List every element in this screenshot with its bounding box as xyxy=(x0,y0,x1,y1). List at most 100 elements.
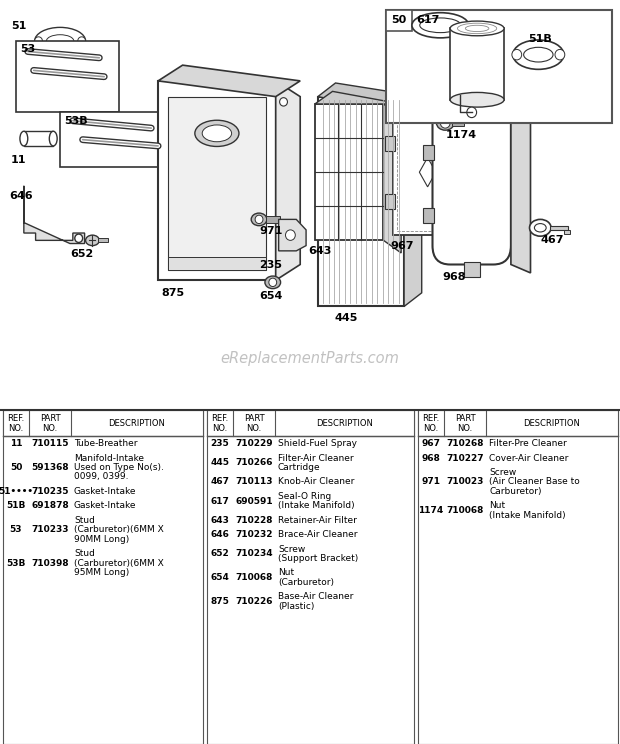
Polygon shape xyxy=(276,81,300,280)
Circle shape xyxy=(35,36,42,45)
Text: 50: 50 xyxy=(10,463,22,472)
Circle shape xyxy=(75,234,82,243)
Text: Knob-Air Cleaner: Knob-Air Cleaner xyxy=(278,478,355,487)
Text: 710268: 710268 xyxy=(446,439,484,448)
Circle shape xyxy=(280,97,288,106)
Text: REF.
NO.: REF. NO. xyxy=(211,414,229,433)
Ellipse shape xyxy=(436,115,454,130)
Text: 445: 445 xyxy=(211,458,229,467)
Bar xyxy=(397,113,458,231)
Ellipse shape xyxy=(251,213,267,225)
Text: Carburetor): Carburetor) xyxy=(489,487,541,496)
Text: 1174: 1174 xyxy=(418,506,444,515)
Bar xyxy=(318,97,404,307)
Text: Used on Type No(s).: Used on Type No(s). xyxy=(74,463,164,472)
Text: 691878: 691878 xyxy=(31,501,69,510)
Text: 53B: 53B xyxy=(64,116,87,126)
Bar xyxy=(464,263,479,277)
Text: Cartridge: Cartridge xyxy=(278,463,321,472)
Bar xyxy=(315,104,384,240)
Circle shape xyxy=(78,36,86,45)
Ellipse shape xyxy=(86,235,99,246)
Text: DESCRIPTION: DESCRIPTION xyxy=(523,419,580,428)
Circle shape xyxy=(467,107,477,118)
Bar xyxy=(450,28,504,100)
Text: 710115: 710115 xyxy=(31,439,69,448)
Bar xyxy=(423,208,435,222)
Text: 591368: 591368 xyxy=(31,463,69,472)
Text: 617: 617 xyxy=(416,15,439,25)
Text: 710398: 710398 xyxy=(31,559,69,568)
Text: Cover-Air Cleaner: Cover-Air Cleaner xyxy=(489,454,569,463)
Polygon shape xyxy=(158,65,300,97)
Text: 875: 875 xyxy=(211,597,229,606)
Bar xyxy=(564,230,570,234)
Text: 654: 654 xyxy=(259,291,283,301)
Polygon shape xyxy=(511,92,531,273)
Text: (Intake Manifold): (Intake Manifold) xyxy=(489,510,565,520)
Text: 710235: 710235 xyxy=(31,487,69,496)
Bar xyxy=(386,10,412,31)
Ellipse shape xyxy=(265,276,281,289)
Bar xyxy=(207,411,414,436)
Text: Gasket-Intake: Gasket-Intake xyxy=(74,487,136,496)
Text: 710228: 710228 xyxy=(235,516,273,525)
Text: Stud: Stud xyxy=(74,549,95,558)
Bar xyxy=(99,238,108,243)
Circle shape xyxy=(285,230,295,240)
Text: 710266: 710266 xyxy=(235,458,273,467)
Text: 971: 971 xyxy=(422,478,440,487)
Circle shape xyxy=(555,49,565,60)
Bar xyxy=(3,411,203,436)
Bar xyxy=(393,109,462,235)
Text: (Carburetor)(6MM X: (Carburetor)(6MM X xyxy=(74,559,164,568)
Text: 50: 50 xyxy=(392,15,407,25)
Ellipse shape xyxy=(412,13,469,38)
Text: Shield-Fuel Spray: Shield-Fuel Spray xyxy=(278,439,357,448)
Ellipse shape xyxy=(450,92,504,107)
Text: 654: 654 xyxy=(211,573,229,583)
Text: 51B: 51B xyxy=(528,34,552,44)
Text: 710234: 710234 xyxy=(235,549,273,558)
Text: 0099, 0399.: 0099, 0399. xyxy=(74,472,128,481)
Text: Screw: Screw xyxy=(278,545,305,554)
Text: 643: 643 xyxy=(308,246,332,256)
Text: 968: 968 xyxy=(442,272,466,282)
Bar xyxy=(418,411,618,744)
Text: 235: 235 xyxy=(259,260,282,269)
Text: 235: 235 xyxy=(211,439,229,448)
Ellipse shape xyxy=(433,79,531,100)
Text: 710232: 710232 xyxy=(235,530,273,539)
Bar xyxy=(418,411,618,436)
Text: Filter-Pre Cleaner: Filter-Pre Cleaner xyxy=(489,439,567,448)
Text: 710068: 710068 xyxy=(236,573,273,583)
Bar xyxy=(168,97,266,270)
Text: Nut: Nut xyxy=(489,501,505,510)
Text: 710068: 710068 xyxy=(446,506,484,515)
Polygon shape xyxy=(404,97,422,307)
Text: REF.
NO.: REF. NO. xyxy=(422,414,440,433)
Ellipse shape xyxy=(450,21,504,36)
Text: REF.
NO.: REF. NO. xyxy=(7,414,25,433)
Text: 971: 971 xyxy=(259,226,283,236)
Text: 53: 53 xyxy=(10,525,22,534)
Text: 646: 646 xyxy=(211,530,229,539)
Polygon shape xyxy=(384,104,401,253)
Bar xyxy=(386,194,396,209)
Ellipse shape xyxy=(50,131,57,146)
Ellipse shape xyxy=(35,28,86,54)
Polygon shape xyxy=(24,186,84,243)
Text: 710226: 710226 xyxy=(235,597,273,606)
Text: 1174: 1174 xyxy=(445,130,476,141)
Text: Nut: Nut xyxy=(278,568,294,577)
Text: Tube-Breather: Tube-Breather xyxy=(74,439,138,448)
Text: 467: 467 xyxy=(540,235,564,246)
Ellipse shape xyxy=(529,219,551,236)
Text: PART
NO.: PART NO. xyxy=(40,414,60,433)
Text: (Plastic): (Plastic) xyxy=(278,602,314,611)
Bar xyxy=(550,225,568,230)
Ellipse shape xyxy=(524,48,553,62)
Bar xyxy=(3,411,203,744)
Bar xyxy=(386,136,396,151)
Bar xyxy=(207,411,414,744)
